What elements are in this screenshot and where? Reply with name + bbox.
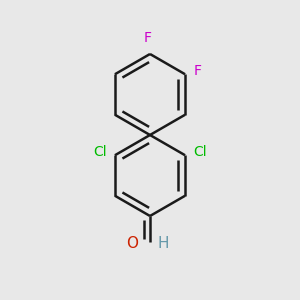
Text: Cl: Cl <box>93 145 106 159</box>
Text: O: O <box>127 236 139 250</box>
Text: F: F <box>194 64 202 78</box>
Text: H: H <box>158 236 169 250</box>
Text: Cl: Cl <box>194 145 207 159</box>
Text: F: F <box>144 31 152 45</box>
